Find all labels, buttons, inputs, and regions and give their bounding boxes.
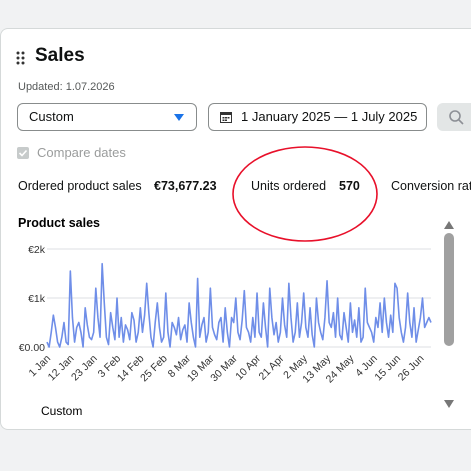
x-tick-label: 25 Feb <box>138 353 170 385</box>
checkmark <box>18 149 28 157</box>
x-tick-label: 30 Mar <box>208 352 240 384</box>
calendar-icon <box>220 112 232 123</box>
range-select-text: Custom <box>29 109 74 124</box>
updated-text: Updated: 1.07.2026 <box>18 81 115 93</box>
card-title: Sales <box>35 45 85 66</box>
metric-label: Conversion rat <box>391 179 471 193</box>
highlight-ellipse <box>232 146 378 242</box>
checkbox <box>17 147 29 159</box>
y-tick-label: €1k <box>28 293 46 305</box>
compare-dates-label: Compare dates <box>37 145 126 160</box>
compare-dates-checkbox[interactable]: Compare dates <box>17 145 126 160</box>
scroll-up[interactable] <box>444 221 454 229</box>
y-tick-label: €0.00 <box>19 342 45 354</box>
sales-line <box>46 262 432 348</box>
metric-value: €73,677.23 <box>154 179 217 193</box>
date-range-text: 1 January 2025 — 1 July 2025 <box>241 109 418 124</box>
date-range-button[interactable]: 1 January 2025 — 1 July 2025 <box>208 103 427 131</box>
metric-label: Ordered product sales <box>18 179 142 193</box>
search-button[interactable] <box>437 103 471 131</box>
x-tick-label: 21 Apr <box>257 352 287 382</box>
scroll-thumb[interactable] <box>444 233 454 346</box>
drag-handle[interactable] <box>16 51 26 65</box>
x-tick-label: 23 Jan <box>69 353 100 384</box>
metric-value: 570 <box>339 179 360 193</box>
scroll-down[interactable] <box>444 400 454 408</box>
chart: Product sales Custom €0.00€1k€2k1 Jan12 … <box>18 146 454 418</box>
chart-title: Product sales <box>18 216 100 230</box>
dropdown-arrow <box>174 114 184 121</box>
range-select[interactable]: Custom <box>17 103 197 131</box>
y-tick-label: €2k <box>28 244 46 256</box>
x-tick-label: 10 Apr <box>233 352 263 382</box>
sales-card: Sales Updated: 1.07.2026 Custom 1 Januar… <box>0 28 471 430</box>
footer-select-text: Custom <box>41 404 82 418</box>
metric-label: Units ordered <box>251 179 327 193</box>
search-icon <box>449 110 464 125</box>
x-tick-label: 26 Jun <box>396 353 427 384</box>
scrollbar[interactable] <box>444 221 454 408</box>
